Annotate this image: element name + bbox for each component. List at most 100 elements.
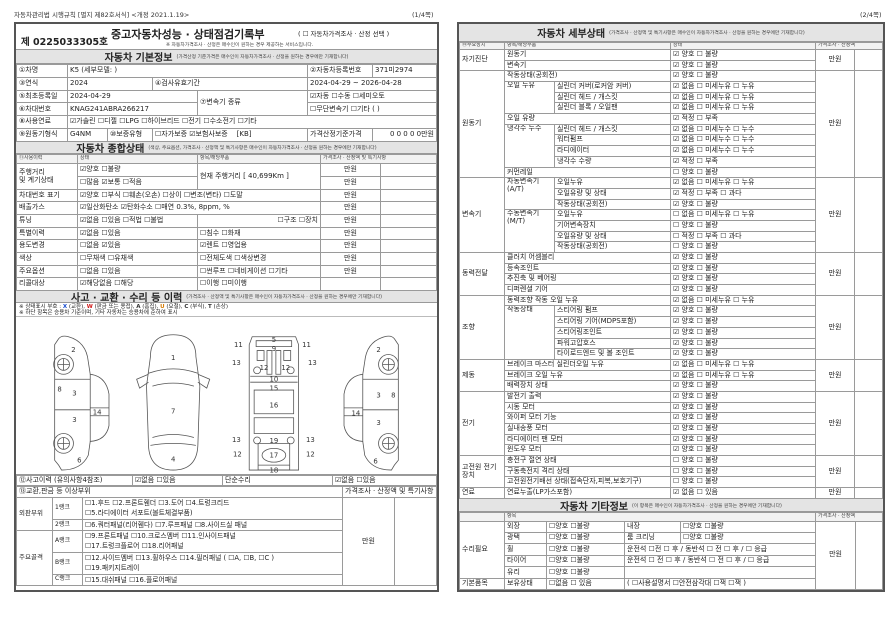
status-options[interactable]: ☑양호 ☐불량 xyxy=(77,163,198,178)
extra-options[interactable] xyxy=(623,566,817,579)
rank-parts[interactable]: ☐15.대쉬패널 ☐16.플로어패널 xyxy=(82,573,343,587)
diagram-part-number[interactable]: 14 xyxy=(351,409,360,417)
status-options[interactable]: ☑ 양호 ☐ 불량 xyxy=(670,198,817,211)
status-options[interactable]: ☑ 없음 ☐ 미세누수 ☐ 누수 xyxy=(670,134,817,147)
accident-history-options[interactable]: ☑없음 ☐있음 xyxy=(132,475,223,486)
part-options[interactable]: ☐침수 ☐화재 xyxy=(197,226,321,241)
part-options[interactable]: ☐이행 ☐미이행 xyxy=(197,277,321,291)
status-options[interactable]: ☐ 적정 ☐ 부족 ☐ 과다 xyxy=(670,230,817,243)
status-options[interactable]: ☑ 양호 ☐ 불량 xyxy=(670,252,817,264)
diagram-part-number[interactable]: 7 xyxy=(171,407,175,415)
part-checkbox-line[interactable]: ☐12.사이드멤버 ☐13.휠하우스 ☐14.필러패널 ( ☐A, ☐B, ☐C… xyxy=(85,554,275,563)
status-options[interactable]: ☑해당없음 ☐해당 xyxy=(77,277,198,291)
status-options[interactable]: ☐양호 ☐불량 xyxy=(546,543,625,556)
status-options[interactable]: ☑없음 ☐있음 xyxy=(77,226,198,241)
diagram-part-number[interactable]: 12 xyxy=(306,451,315,459)
diagram-part-number[interactable]: 10 xyxy=(270,376,279,384)
status-options[interactable]: ☐양호 ☐불량 xyxy=(679,520,817,534)
status-options[interactable]: ☑ 양호 ☐ 불량 xyxy=(670,316,817,328)
status-options[interactable]: ☑ 양호 ☐ 불량 xyxy=(670,348,817,360)
status-options[interactable]: ☑ 양호 ☐ 불량 xyxy=(670,444,817,457)
diagram-part-number[interactable]: 13 xyxy=(308,359,317,367)
status-options[interactable]: ☐양호 ☐불량 xyxy=(546,532,625,545)
rank-parts[interactable]: ☐1.후드 ☐2.프론트휀더 ☐3.도어 ☐4.트렁크리드 ☐5.라디에이터 서포… xyxy=(82,497,343,520)
status-options[interactable]: ☑ 양호 ☐ 불량 xyxy=(670,337,817,350)
status-options[interactable]: ☑ 적정 ☐ 부족 ☐ 과다 xyxy=(670,187,817,200)
diagram-part-number[interactable]: 16 xyxy=(270,401,279,409)
status-options[interactable]: ☑ 양호 ☐ 불량 xyxy=(670,70,817,83)
status-options[interactable]: ☑ 양호 ☐ 불량 xyxy=(670,273,817,286)
status-options[interactable]: ☑ 양호 ☐ 불량 xyxy=(670,380,817,392)
status-options[interactable]: ☐무채색 ☐유채색 xyxy=(77,251,198,266)
status-options[interactable]: ☐ 없음 ☐ 미세누유 ☐ 누유 xyxy=(670,209,817,221)
diagram-part-number[interactable]: 12 xyxy=(281,364,290,372)
extra-options[interactable]: 운전석 ☐전 ☐ 후 / 동반석 ☐ 전 ☐ 후 / ☐ 응급 xyxy=(623,543,817,556)
status-options[interactable]: ☑ 양호 ☐ 불량 xyxy=(670,48,817,61)
part-checkbox-line[interactable]: ☐17.트렁크플로어 ☐18.리어패널 xyxy=(85,542,184,551)
status-options[interactable]: ☐없음 ☐있음 xyxy=(77,264,198,279)
status-options[interactable]: ☑일산화탄소 ☑탄화수소 ☐매연 0.3%, 8ppm, % xyxy=(77,201,321,216)
status-options[interactable]: ☑양호 ☐부식 ☐훼손(오손) ☐상이 ☐변조(변타) ☐도말 xyxy=(77,188,321,203)
status-options[interactable]: ☑ 양호 ☐ 불량 xyxy=(670,284,817,296)
extra-options[interactable]: 운전석 ☐ 전 ☐ 후 / 동반석 ☐ 전 ☐ 후 / ☐ 응급 xyxy=(623,554,817,568)
part-checkbox-line[interactable]: ☐1.후드 ☐2.프론트휀더 ☐3.도어 ☐4.트렁크리드 xyxy=(85,499,230,508)
diagram-part-number[interactable]: 12 xyxy=(233,451,242,459)
diagram-part-number[interactable]: 11 xyxy=(234,341,243,349)
diagram-part-number[interactable]: 3 xyxy=(376,419,380,427)
diagram-part-number[interactable]: 13 xyxy=(306,436,315,444)
part-options[interactable]: ☐썬루프 ☐네비게이션 ☐기타 xyxy=(197,264,321,279)
diagram-part-number[interactable]: 13 xyxy=(232,436,241,444)
status-options[interactable]: ☑ 양호 ☐ 불량 xyxy=(670,326,817,339)
warranty-choice[interactable]: ☐자가보증 ☑보험사보증 xyxy=(155,130,228,139)
status-options[interactable]: ☐ 양호 ☐ 불량 xyxy=(670,241,817,254)
status-options[interactable]: ☐양호 ☐불량 xyxy=(546,566,625,579)
diagram-part-number[interactable]: 3 xyxy=(72,390,76,398)
rank-parts[interactable]: ☐12.사이드멤버 ☐13.휠하우스 ☐14.필러패널 ( ☐A, ☐B, ☐C… xyxy=(82,551,343,575)
status-options[interactable]: ☑없음 ☐있음 ☐적법 ☐불법 xyxy=(77,214,198,228)
diagram-part-number[interactable]: 17 xyxy=(270,452,279,460)
part-checkbox-line[interactable]: ☐15.대쉬패널 ☐16.플로어패널 xyxy=(85,575,178,584)
part-checkbox-line[interactable]: ☐9.프론트패널 ☐10.크로스멤버 ☐11.인사이드패널 xyxy=(85,532,236,541)
status-options[interactable]: ☑ 없음 ☐ 미세누유 ☐ 누유 xyxy=(670,177,817,189)
diagram-part-number[interactable]: 15 xyxy=(270,385,279,393)
status-options[interactable]: ☑ 없음 ☐ 미세누수 ☐ 누수 xyxy=(670,123,817,136)
diagram-part-number[interactable]: 3 xyxy=(72,416,76,424)
status-options[interactable]: ☑ 적정 ☐ 부족 xyxy=(670,155,817,168)
diagram-part-number[interactable]: 14 xyxy=(93,408,102,416)
status-options[interactable]: ☑ 없음 ☐ 미세누유 ☐ 누유 xyxy=(670,369,817,382)
diagram-part-number[interactable]: 9 xyxy=(272,345,276,353)
warranty-options[interactable]: ☐자가보증 ☑보험사보증 [KB] xyxy=(151,128,309,142)
rank-parts[interactable]: ☐9.프론트패널 ☐10.크로스멤버 ☐11.인사이드패널 ☐17.트렁크플로어 … xyxy=(82,530,343,553)
status-options[interactable]: ☑ 양호 ☐ 불량 xyxy=(670,412,817,425)
rank-parts[interactable]: ☐6.쿼터패널(리어휀다) ☐7.루프패널 ☐8.사이드실 패널 xyxy=(82,518,343,532)
diagram-part-number[interactable]: 6 xyxy=(373,458,377,466)
diagram-part-number[interactable]: 2 xyxy=(376,346,380,354)
part-checkbox-line[interactable]: ☐19.패키지트레이 xyxy=(85,564,140,573)
diagram-part-number[interactable]: 11 xyxy=(302,341,311,349)
status-options[interactable]: ☑ 없음 ☐ 미세누유 ☐ 누유 xyxy=(670,102,817,115)
status-options[interactable]: ☐ 양호 ☐ 불량 xyxy=(670,476,817,489)
diagram-part-number[interactable]: 6 xyxy=(77,457,81,465)
status-options[interactable]: ☑ 없음 ☐ 미세누유 ☐ 누유 xyxy=(670,358,817,371)
status-options[interactable]: ☑ 없음 ☐ 미세누유 ☐ 누유 xyxy=(670,294,817,307)
status-options[interactable]: ☑ 양호 ☐ 불량 xyxy=(670,423,817,435)
simple-repair-options[interactable]: ☑없음 ☐있음 xyxy=(332,475,437,486)
status-options[interactable]: ☑ 양호 ☐ 불량 xyxy=(670,401,817,414)
price-survey-option[interactable]: ( ☐ 자동차가격조사 · 산정 선택 ) xyxy=(298,30,390,38)
part-checkbox-line[interactable]: ☐6.쿼터패널(리어휀다) ☐7.루프패널 ☐8.사이드실 패널 xyxy=(85,520,248,529)
status-options[interactable]: ☑ 양호 ☐ 불량 xyxy=(670,262,817,275)
status-options[interactable]: ☐많음 ☑보통 ☐적음 xyxy=(77,176,198,190)
diagram-part-number[interactable]: 1 xyxy=(171,354,175,362)
status-options[interactable]: ☐ 양호 ☐ 불량 xyxy=(670,465,817,478)
diagram-part-number[interactable]: 8 xyxy=(391,391,395,399)
status-options[interactable]: ☑ 적정 ☐ 부족 xyxy=(670,113,817,125)
diagram-part-number[interactable]: 8 xyxy=(57,386,61,394)
diagram-part-number[interactable]: 13 xyxy=(232,359,241,367)
part-options[interactable]: ☐구조 ☐장치 xyxy=(197,214,321,228)
transmission-options[interactable]: ☐무단변속기 ☐기타 ( ) xyxy=(307,102,437,117)
part-checkbox-line[interactable]: ☐5.라디에이터 서포트(볼트체결부품) xyxy=(85,509,193,518)
status-options[interactable]: ☐양호 ☐불량 xyxy=(546,554,625,568)
diagram-part-number[interactable]: 2 xyxy=(71,346,75,354)
status-options[interactable]: ☑ 없음 ☐ 미세누유 ☐ 누유 xyxy=(670,81,817,93)
status-options[interactable]: ☐ 양호 ☐ 불량 xyxy=(670,219,817,232)
